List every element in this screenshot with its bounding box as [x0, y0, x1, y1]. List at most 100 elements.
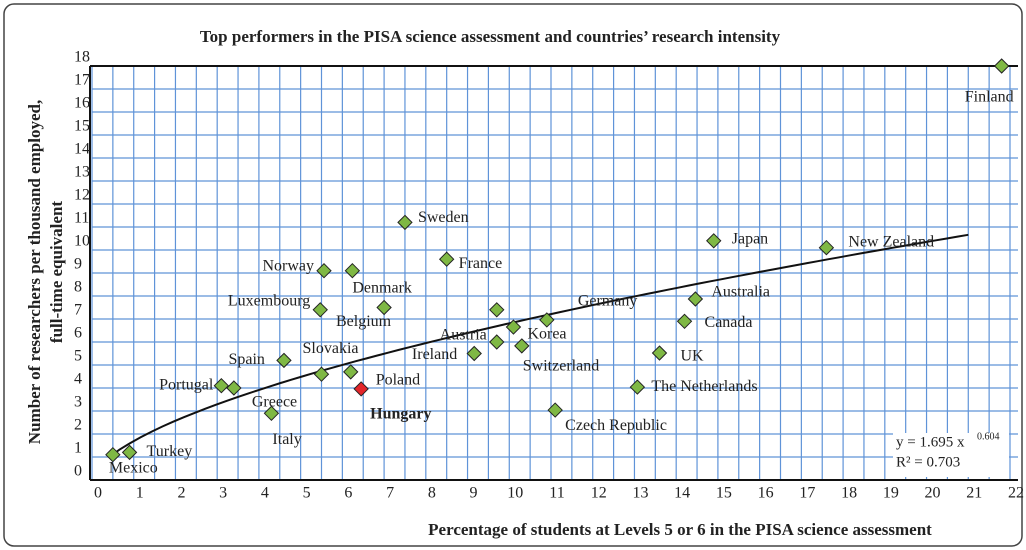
x-tick-label: 0 [94, 485, 102, 502]
point-label: Greece [252, 394, 297, 411]
point [706, 233, 722, 249]
x-axis-label: Percentage of students at Levels 5 or 6 … [428, 520, 932, 539]
point [676, 313, 693, 330]
point [353, 381, 369, 397]
point-label: The Netherlands [651, 378, 757, 395]
x-tick-label: 5 [303, 485, 311, 502]
point-label: Austria [440, 327, 487, 344]
point [397, 214, 413, 231]
point [818, 239, 835, 256]
x-tick-label: 4 [261, 485, 269, 502]
point [376, 299, 392, 316]
y-tick-label: 2 [74, 417, 82, 434]
r-squared: R² = 0.703 [896, 454, 960, 470]
x-tick-label: 12 [591, 485, 607, 502]
y-tick-label: 7 [74, 302, 82, 319]
y-tick-label: 17 [74, 72, 90, 89]
point [438, 251, 455, 267]
point [343, 364, 359, 380]
point-label: Norway [262, 257, 314, 274]
point [466, 345, 482, 362]
point [505, 319, 522, 335]
y-tick-label: 13 [74, 164, 90, 181]
y-tick-label: 4 [74, 371, 82, 388]
point-label: Spain [228, 351, 264, 368]
point-label: Australia [711, 284, 770, 301]
y-tick-label: 6 [74, 325, 82, 342]
point [547, 402, 563, 418]
point-label: Hungary [370, 406, 431, 423]
equation-exponent: 0.604 [977, 431, 1000, 442]
x-tick-label: 21 [966, 485, 982, 502]
y-tick-label: 10 [74, 233, 90, 250]
y-tick-label: 12 [74, 187, 90, 204]
chart-title: Top performers in the PISA science asses… [200, 27, 781, 46]
point-label: Mexico [109, 459, 158, 476]
y-tick-label: 14 [74, 141, 90, 158]
point [489, 302, 505, 318]
y-tick-label: 11 [74, 210, 89, 227]
point [629, 379, 646, 395]
x-tick-label: 9 [470, 485, 478, 502]
point-label: Slovakia [303, 340, 359, 357]
point-label: Japan [732, 230, 768, 247]
x-tick-label: 8 [428, 485, 436, 502]
y-tick-label: 3 [74, 394, 82, 411]
point-label: Belgium [336, 313, 392, 330]
point [316, 262, 332, 279]
x-tick-label: 3 [219, 485, 227, 502]
equation: y = 1.695 x [896, 434, 965, 450]
x-tick-label: 2 [177, 485, 185, 502]
y-axis-label: full-time equivalent [47, 201, 66, 343]
point [687, 291, 704, 307]
y-tick-label: 15 [74, 118, 90, 135]
x-tick-label: 16 [758, 485, 774, 502]
x-tick-label: 11 [549, 485, 564, 502]
y-tick-label: 16 [74, 95, 90, 112]
grid [89, 65, 1018, 481]
point-label: UK [680, 348, 704, 365]
point [344, 262, 361, 279]
x-tick-label: 1 [136, 485, 144, 502]
point [313, 366, 330, 382]
x-tick-label: 15 [716, 485, 732, 502]
x-tick-label: 17 [799, 485, 815, 502]
point-label: Italy [272, 431, 301, 448]
x-tick-label: 18 [841, 485, 857, 502]
point-label: Sweden [418, 209, 469, 226]
point-label: France [459, 255, 503, 272]
point-label: Korea [527, 326, 566, 343]
point [993, 58, 1010, 74]
trend-line [108, 233, 969, 459]
point [514, 338, 530, 354]
x-tick-label: 13 [632, 485, 648, 502]
x-tick-label: 14 [674, 485, 690, 502]
point-label: Portugal [159, 376, 214, 393]
y-tick-label: 9 [74, 256, 82, 273]
point [489, 334, 505, 350]
point [312, 302, 328, 318]
point-label: Ireland [412, 346, 457, 363]
point [263, 405, 280, 422]
point-label: Finland [965, 89, 1014, 106]
point [121, 444, 138, 461]
y-tick-label: 5 [74, 348, 82, 365]
x-tick-label: 20 [925, 485, 941, 502]
point-label: Switzerland [523, 358, 599, 375]
point-label: Luxembourg [228, 292, 310, 309]
y-tick-label: 0 [74, 463, 82, 480]
point [276, 352, 292, 369]
point [213, 377, 230, 394]
equation-box [893, 433, 1009, 477]
x-tick-label: 19 [883, 485, 899, 502]
y-axis-label: Number of researchers per thousand emplo… [25, 100, 44, 444]
point-label: Czech Republic [565, 417, 667, 434]
point [226, 380, 242, 396]
point-label: Turkey [147, 443, 193, 460]
point [105, 446, 121, 463]
point-label: Germany [578, 293, 638, 310]
point-label: Denmark [352, 279, 412, 296]
point [539, 312, 555, 328]
point-label: Canada [705, 314, 753, 331]
